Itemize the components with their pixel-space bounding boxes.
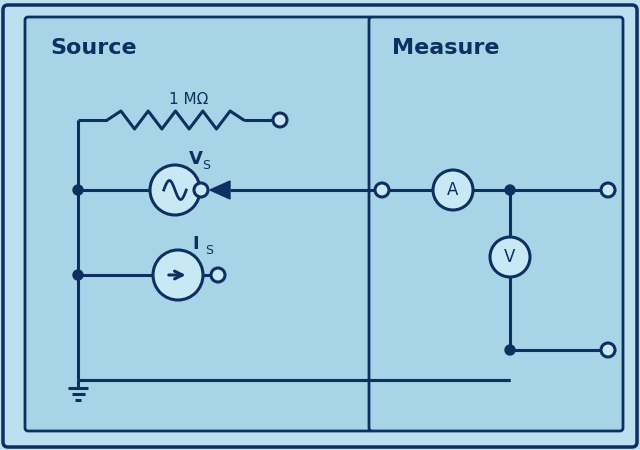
- Circle shape: [153, 250, 203, 300]
- Text: Source: Source: [50, 38, 136, 58]
- Circle shape: [433, 170, 473, 210]
- Circle shape: [273, 113, 287, 127]
- Circle shape: [601, 343, 615, 357]
- Circle shape: [73, 270, 83, 280]
- Circle shape: [73, 185, 83, 195]
- Text: Measure: Measure: [392, 38, 499, 58]
- Circle shape: [601, 183, 615, 197]
- Circle shape: [490, 237, 530, 277]
- Text: V: V: [189, 150, 203, 168]
- Circle shape: [505, 345, 515, 355]
- FancyBboxPatch shape: [3, 5, 637, 447]
- Polygon shape: [210, 181, 230, 199]
- Circle shape: [194, 183, 208, 197]
- Text: V: V: [504, 248, 516, 266]
- Text: I: I: [192, 235, 198, 253]
- Text: A: A: [447, 181, 459, 199]
- Text: 1 MΩ: 1 MΩ: [170, 92, 209, 107]
- Circle shape: [211, 268, 225, 282]
- Circle shape: [375, 183, 389, 197]
- Circle shape: [505, 185, 515, 195]
- FancyBboxPatch shape: [25, 17, 373, 431]
- FancyBboxPatch shape: [369, 17, 623, 431]
- Text: S: S: [205, 244, 213, 257]
- Circle shape: [150, 165, 200, 215]
- Text: S: S: [202, 159, 210, 172]
